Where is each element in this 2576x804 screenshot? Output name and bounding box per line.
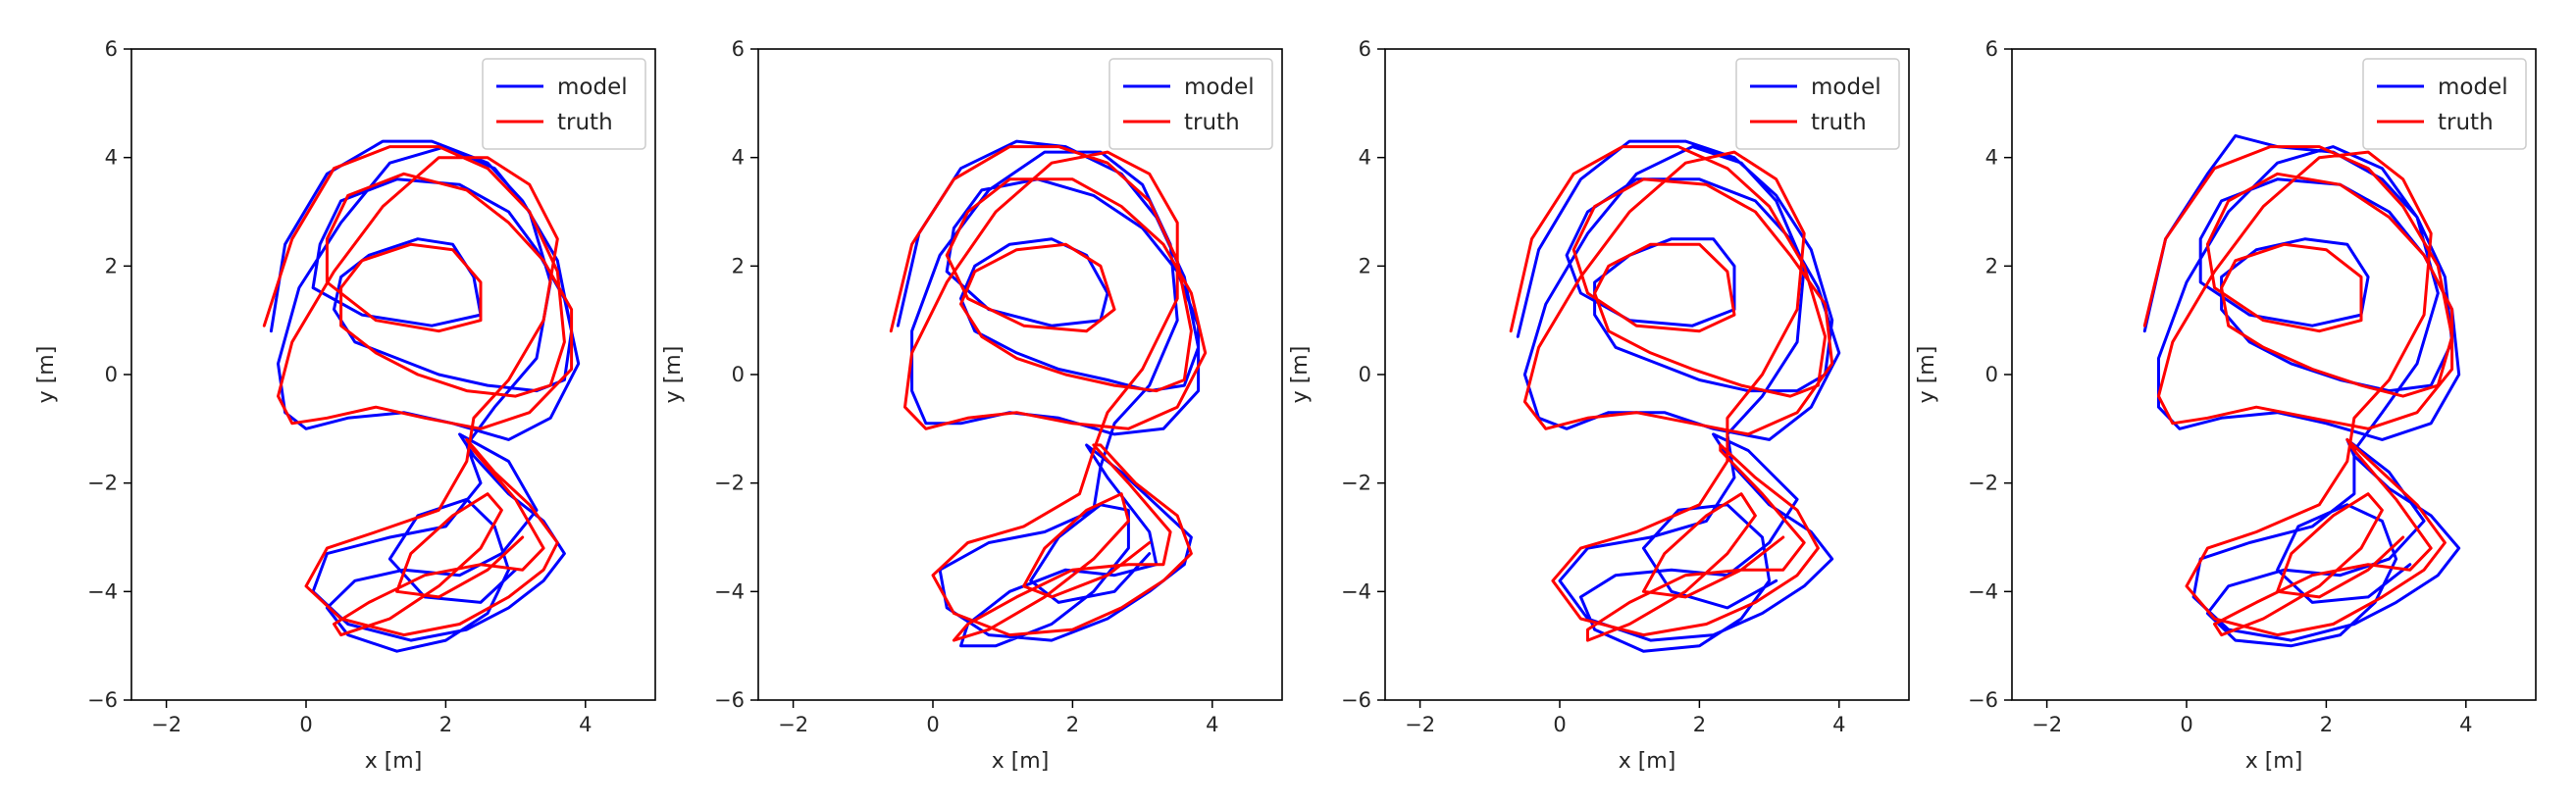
y-tick-label: 6 xyxy=(105,37,118,61)
x-tick-label: −2 xyxy=(778,713,808,736)
legend-label-model: model xyxy=(1184,75,1255,100)
y-tick-label: 4 xyxy=(1985,146,1998,170)
y-tick-label: 6 xyxy=(1985,37,1998,61)
y-tick-label: 0 xyxy=(1359,363,1371,386)
legend-label-model: model xyxy=(557,75,628,100)
chart-panel-4: −2 0 2 4 −6 −4 −2 0 2 4 6 x [m] y [m] model truth xyxy=(1915,37,2537,774)
legend-label-truth: truth xyxy=(1811,110,1867,135)
series-line-truth xyxy=(1509,145,1834,642)
x-tick-label: 4 xyxy=(2459,713,2472,736)
y-tick-label: 4 xyxy=(105,146,118,170)
series-line-model xyxy=(1516,139,1841,653)
legend: model truth xyxy=(2362,58,2527,150)
x-tick-label: 4 xyxy=(579,713,592,736)
y-tick-label: −2 xyxy=(1968,472,1998,495)
x-tick-label: 0 xyxy=(299,713,312,736)
y-tick-label: −2 xyxy=(87,472,118,495)
x-tick-label: 2 xyxy=(1693,713,1706,736)
x-tick-label: −2 xyxy=(1405,713,1435,736)
x-tick-label: 0 xyxy=(2180,713,2192,736)
y-tick-label: 2 xyxy=(1359,254,1371,277)
y-tick-label: 4 xyxy=(1359,146,1371,170)
legend: model truth xyxy=(1735,58,1900,150)
x-axis-label: x [m] xyxy=(1619,749,1676,774)
chart-panel-2: −2 0 2 4 −6 −4 −2 0 2 4 6 x [m] y [m] model truth xyxy=(661,37,1283,774)
y-tick-label: 6 xyxy=(1359,37,1371,61)
y-tick-label: −2 xyxy=(714,472,745,495)
series-line-truth xyxy=(2142,145,2454,637)
x-tick-label: 0 xyxy=(926,713,939,736)
legend: model truth xyxy=(1108,58,1273,150)
y-tick-label: −6 xyxy=(1968,688,1998,712)
y-tick-label: 2 xyxy=(732,254,745,277)
x-tick-label: 2 xyxy=(439,713,452,736)
legend-box xyxy=(1735,58,1900,150)
x-tick-label: 2 xyxy=(1066,713,1079,736)
x-tick-label: −2 xyxy=(151,713,181,736)
legend-label-model: model xyxy=(2438,75,2508,100)
y-tick-label: 2 xyxy=(1985,254,1998,277)
series-line-model xyxy=(896,139,1201,648)
legend-box xyxy=(2362,58,2527,150)
y-tick-label: 2 xyxy=(105,254,118,277)
legend: model truth xyxy=(482,58,646,150)
y-tick-label: 4 xyxy=(732,146,745,170)
legend-label-truth: truth xyxy=(1184,110,1240,135)
y-tick-label: −4 xyxy=(1968,579,1998,603)
chart-panel-1: −2 0 2 4 −6 −4 −2 0 2 4 6 x [m] y [m] model truth xyxy=(34,37,656,774)
x-tick-label: 4 xyxy=(1832,713,1845,736)
legend-box xyxy=(482,58,646,150)
y-tick-label: −4 xyxy=(87,579,118,603)
x-tick-label: −2 xyxy=(2032,713,2062,736)
y-tick-label: 0 xyxy=(732,363,745,386)
legend-label-model: model xyxy=(1811,75,1881,100)
y-axis-label: y [m] xyxy=(1288,346,1313,404)
series-line-truth xyxy=(262,145,574,637)
x-axis-label: x [m] xyxy=(992,749,1050,774)
x-axis-label: x [m] xyxy=(2245,749,2303,774)
legend-box xyxy=(1108,58,1273,150)
y-tick-label: −2 xyxy=(1341,472,1371,495)
legend-label-truth: truth xyxy=(557,110,613,135)
chart-panel-3: −2 0 2 4 −6 −4 −2 0 2 4 6 x [m] y [m] model truth xyxy=(1288,37,1910,774)
x-tick-label: 2 xyxy=(2320,713,2333,736)
y-axis-label: y [m] xyxy=(661,346,686,404)
legend-label-truth: truth xyxy=(2438,110,2494,135)
y-tick-label: −6 xyxy=(714,688,745,712)
x-axis-label: x [m] xyxy=(365,749,423,774)
y-tick-label: 6 xyxy=(732,37,745,61)
y-axis-label: y [m] xyxy=(34,346,59,404)
y-tick-label: −4 xyxy=(714,579,745,603)
x-tick-label: 0 xyxy=(1553,713,1566,736)
y-tick-label: 0 xyxy=(105,363,118,386)
y-axis-label: y [m] xyxy=(1915,346,1939,404)
y-tick-label: −4 xyxy=(1341,579,1371,603)
series-line-truth xyxy=(889,145,1208,642)
y-tick-label: −6 xyxy=(87,688,118,712)
y-tick-label: −6 xyxy=(1341,688,1371,712)
y-tick-label: 0 xyxy=(1985,363,1998,386)
x-tick-label: 4 xyxy=(1206,713,1218,736)
